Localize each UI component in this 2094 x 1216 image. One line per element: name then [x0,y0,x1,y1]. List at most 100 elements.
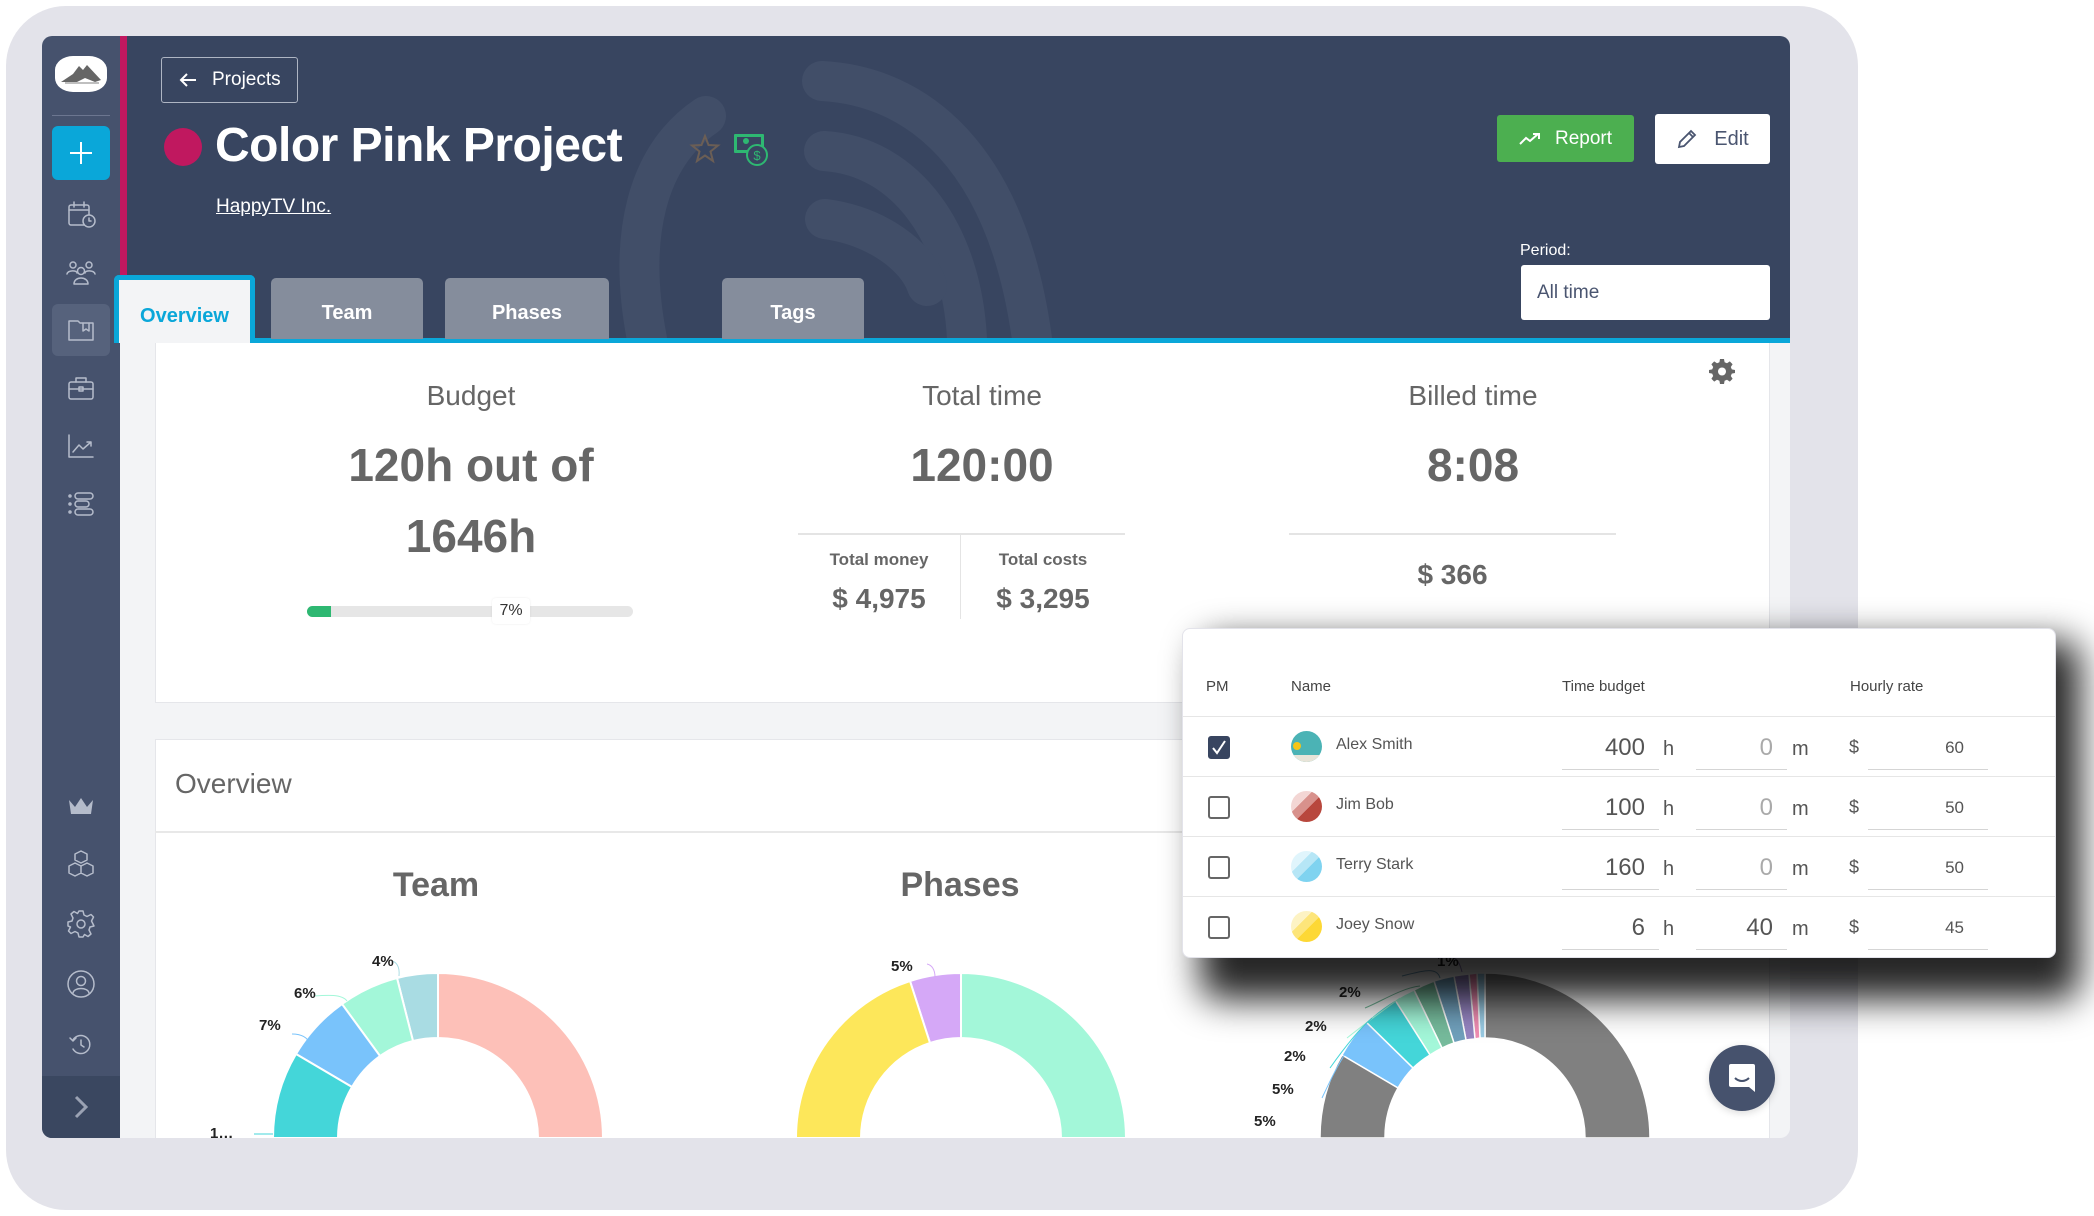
report-button[interactable]: Report [1497,115,1634,162]
billed-time-value: 8:08 [1426,439,1520,491]
add-button[interactable] [52,126,110,180]
pm-checkbox-jim-bob[interactable] [1208,796,1230,819]
total-time-title: Total time [922,380,1042,411]
minutes-unit: m [1792,798,1809,820]
edit-button-label: Edit [1714,127,1749,150]
briefcase-icon [68,377,94,400]
period-select[interactable]: All time [1521,265,1770,320]
minutes-unit: m [1792,738,1809,760]
tab-phases[interactable]: Phases [445,278,609,339]
cubes-icon [68,850,94,877]
client-link[interactable]: HappyTV Inc. [216,196,332,217]
billed-time-stat: Billed time 8:08 [1278,380,1668,501]
sidebar-collapse-toggle[interactable] [42,1076,120,1138]
team-label-7pct: 7% [259,1017,281,1034]
budget-value-line1: 120h out of [348,439,594,491]
hours-input[interactable]: 6 [1562,906,1659,950]
hourly-rate-input[interactable]: 60 [1868,726,1988,770]
phases-label-5pct: 5% [891,958,913,975]
hourly-rate-input[interactable]: 50 [1868,846,1988,890]
budget-progress-label: 7% [492,598,530,624]
sidebar-item-clients[interactable] [52,362,110,414]
total-costs-value: $ 3,295 [996,583,1090,614]
chevron-right-icon [74,1095,89,1119]
total-time-value: 120:00 [910,439,1054,491]
total-time-vdivider [960,534,961,619]
tags-label-5pct-a: 5% [1272,1081,1294,1098]
edit-button[interactable]: Edit [1655,114,1770,164]
tab-overview[interactable]: Overview [114,275,255,343]
hours-unit: h [1663,738,1675,760]
pm-checkbox-alex-smith[interactable] [1208,736,1230,759]
hours-unit: h [1663,918,1675,940]
budget-value-line2: 1646h [405,510,537,563]
project-color-stripe [120,36,127,336]
sidebar-item-reports[interactable] [52,420,110,472]
decorative-signal-arcs-icon [619,61,1052,339]
currency-symbol: $ [1849,737,1860,757]
currency-symbol: $ [1849,917,1860,937]
total-money-label: Total money [829,550,929,569]
hours-input[interactable]: 160 [1562,846,1659,890]
member-name: Alex Smith [1336,736,1413,753]
chart-line-icon [68,434,94,458]
billed-amount-value: $ 366 [1417,559,1488,590]
user-circle-icon [67,970,95,998]
total-money-value: $ 4,975 [832,583,926,614]
sidebar [42,36,120,1138]
sidebar-item-settings[interactable] [52,898,110,950]
overview-section-title: Overview [175,768,292,799]
settings-gear-icon[interactable] [1709,358,1735,384]
tab-team[interactable]: Team [271,278,423,339]
chat-support-button[interactable] [1709,1045,1775,1111]
pm-checkbox-terry-stark[interactable] [1208,856,1230,879]
back-to-projects-button[interactable]: Projects [161,57,298,103]
team-chart-title: Team [392,866,480,904]
pm-checkbox-joey-snow[interactable] [1208,916,1230,939]
hourly-rate-input[interactable]: 50 [1868,786,1988,830]
hours-unit: h [1663,858,1675,880]
team-budget-popup [1182,628,2056,958]
col-header-time-budget: Time budget [1562,678,1645,695]
minutes-input[interactable]: 0 [1696,726,1787,770]
star-icon[interactable] [689,133,721,165]
row-divider [1183,836,2055,837]
folder-bookmark-icon [68,320,94,341]
team-donut-chart: 4% 6% 7% 1… 5% [210,953,1651,1138]
hours-input[interactable]: 100 [1562,786,1659,830]
page-title: Color Pink Project [215,119,623,172]
tab-label: Tags [770,302,816,324]
tab-tags[interactable]: Tags [722,278,864,339]
sidebar-item-people[interactable] [52,246,110,298]
tags-label-5pct-b: 5% [1254,1113,1276,1130]
tab-label: Overview [140,305,229,327]
svg-text:$: $ [753,148,761,163]
sidebar-item-upgrade[interactable] [52,780,110,832]
checkmark-icon [1212,740,1226,755]
team-label-partial: 1… [210,1125,233,1138]
avatar-jim-bob [1291,791,1322,822]
team-icon [66,261,96,285]
company-logo[interactable] [55,56,107,92]
sidebar-item-integrations[interactable] [52,838,110,890]
sidebar-item-tasks[interactable] [52,478,110,530]
app-window: Projects Color Pink Project $ HappyTV In… [42,36,1790,1138]
row-divider [1183,776,2055,777]
sidebar-item-projects[interactable] [52,304,110,356]
calendar-clock-icon [68,201,96,228]
header-row-divider [1183,716,2055,717]
tab-label: Team [321,302,373,324]
member-name: Jim Bob [1336,796,1394,813]
sidebar-item-history[interactable] [52,1018,110,1070]
minutes-input[interactable]: 0 [1696,846,1787,890]
minutes-input[interactable]: 0 [1696,786,1787,830]
billable-money-icon: $ [734,134,768,166]
hours-input[interactable]: 400 [1562,726,1659,770]
sidebar-item-profile[interactable] [52,958,110,1010]
minutes-input[interactable]: 40 [1696,906,1787,950]
hourly-rate-input[interactable]: 45 [1868,906,1988,950]
sidebar-item-timesheet[interactable] [52,188,110,240]
avatar-terry-stark [1291,851,1322,882]
tags-label-2pct-b: 2% [1305,1018,1327,1035]
sidebar-divider [52,115,110,116]
